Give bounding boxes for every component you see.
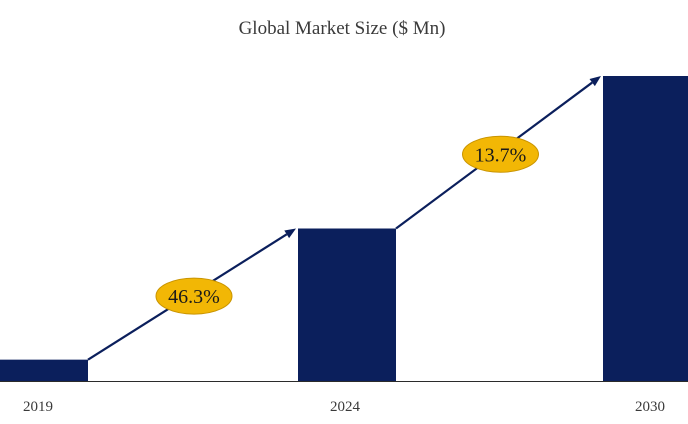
x-tick-2024: 2024 (330, 399, 361, 415)
bar-2030 (603, 76, 688, 381)
x-tick-2030: 2030 (635, 399, 665, 415)
bar-2024 (298, 228, 396, 381)
cagr-badge-label: 46.3% (168, 286, 220, 308)
arrow-head-2024-2030 (589, 76, 601, 87)
arrow-head-2019-2024 (284, 228, 296, 239)
bar-2019 (0, 359, 88, 381)
cagr-badges: 46.3% 13.7% (155, 135, 539, 315)
bars-group (0, 76, 688, 381)
x-tick-labels: 2019 2024 2030 (23, 399, 665, 415)
cagr-badge-shape (155, 277, 233, 315)
cagr-badge-2019-2024: 46.3% (155, 277, 233, 315)
chart-title: Global Market Size ($ Mn) (239, 18, 446, 39)
cagr-badge-label: 13.7% (475, 144, 527, 166)
x-tick-2019: 2019 (23, 399, 53, 415)
cagr-badge-2024-2030: 13.7% (462, 135, 539, 173)
cagr-badge-shape (462, 135, 539, 173)
